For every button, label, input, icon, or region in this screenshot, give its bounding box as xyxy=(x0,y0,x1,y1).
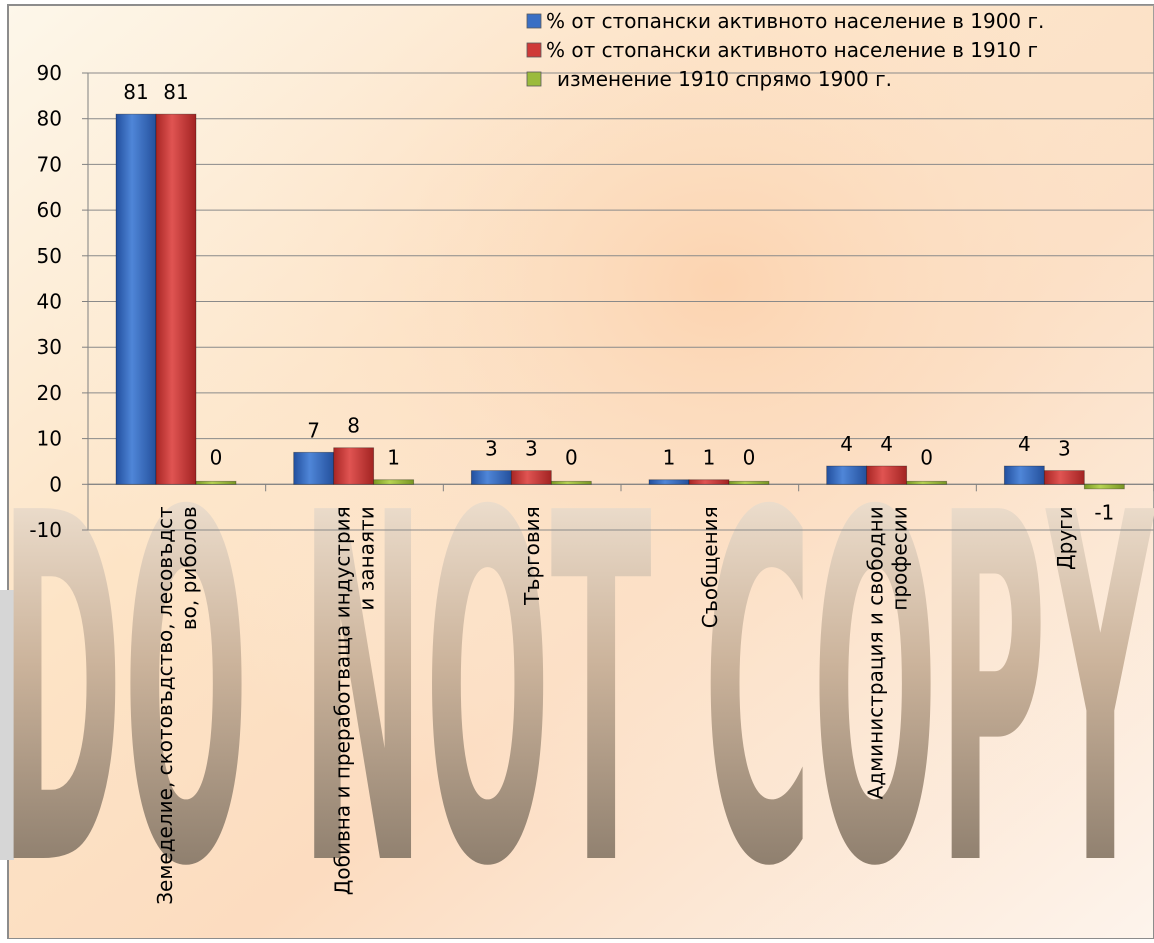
category-label-line: во, риболов xyxy=(177,506,201,630)
data-label-1-1: 81 xyxy=(123,80,148,104)
bar-3-4 xyxy=(728,480,770,485)
y-tick-label: 90 xyxy=(37,61,62,85)
y-tick-label: 70 xyxy=(37,152,62,176)
category-label-5: Администрация и свободни професии xyxy=(864,506,912,799)
category-label-3: Търговия xyxy=(520,506,544,606)
category-label-line: професии xyxy=(888,506,912,610)
bar-3-1 xyxy=(195,480,237,485)
legend-label-2: % от стопански активното население в 191… xyxy=(546,38,1038,62)
data-label-2-4: 1 xyxy=(703,446,716,470)
bar-3-5 xyxy=(906,480,948,485)
bar-3-6 xyxy=(1083,483,1125,490)
bar-2-6 xyxy=(1043,470,1085,485)
y-tick-label: -10 xyxy=(29,518,62,542)
data-label-1-2: 7 xyxy=(307,418,320,442)
bar-1-3 xyxy=(470,470,512,485)
category-label-line: Администрация и свободни xyxy=(864,506,888,799)
data-label-3-3: 0 xyxy=(565,445,578,469)
category-label-line: Съобщения xyxy=(698,506,722,628)
y-tick-label: 40 xyxy=(37,290,62,314)
data-label-3-4: 0 xyxy=(743,445,756,469)
data-label-1-5: 4 xyxy=(840,432,853,456)
data-label-2-5: 4 xyxy=(880,432,893,456)
legend-swatch-2 xyxy=(526,42,542,58)
category-label-1: Земеделие, скотовъдство, лесовъдст во, ри… xyxy=(153,506,201,905)
bar-1-4 xyxy=(648,479,690,485)
y-tick-label: 30 xyxy=(37,335,62,359)
category-label-line: Земеделие, скотовъдство, лесовъдст xyxy=(153,506,177,905)
data-label-2-2: 8 xyxy=(347,414,360,438)
category-label-line: Търговия xyxy=(520,506,544,606)
data-label-1-3: 3 xyxy=(485,437,498,461)
bar-3-2 xyxy=(373,479,415,485)
category-label-6: Други xyxy=(1053,506,1077,570)
bar-1-6 xyxy=(1003,465,1045,485)
y-tick-label: 60 xyxy=(37,198,62,222)
data-label-2-3: 3 xyxy=(525,437,538,461)
legend-label-3: изменение 1910 спрямо 1900 г. xyxy=(557,67,892,91)
bar-2-4 xyxy=(688,479,730,485)
legend-swatch-3 xyxy=(526,71,542,87)
bar-3-3 xyxy=(550,480,592,485)
bar-1-5 xyxy=(826,465,868,485)
watermark-text: DO NOT COPY xyxy=(0,413,1154,939)
bar-1-2 xyxy=(293,451,335,485)
y-tick-label: 80 xyxy=(37,107,62,131)
category-label-line: и занаяти xyxy=(355,506,379,610)
bar-2-1 xyxy=(155,113,197,485)
left-edge-strip xyxy=(0,590,14,860)
data-label-3-5: 0 xyxy=(920,445,933,469)
category-label-2: Добивна и преработваща индустрия и занаят… xyxy=(331,506,379,895)
y-tick-label: 10 xyxy=(37,427,62,451)
bar-2-2 xyxy=(333,447,375,485)
category-label-line: Други xyxy=(1053,506,1077,570)
data-label-3-6: -1 xyxy=(1094,500,1114,524)
bar-2-5 xyxy=(866,465,908,485)
bar-1-1 xyxy=(115,113,157,485)
data-label-2-6: 3 xyxy=(1058,437,1071,461)
category-label-4: Съобщения xyxy=(698,506,722,628)
y-tick-label: 0 xyxy=(49,472,62,496)
legend-swatch-1 xyxy=(526,13,542,29)
y-tick-label: 50 xyxy=(37,244,62,268)
data-label-3-2: 1 xyxy=(387,446,400,470)
plot-background-glow xyxy=(8,5,1154,939)
data-label-1-4: 1 xyxy=(663,446,676,470)
data-label-3-1: 0 xyxy=(210,445,223,469)
category-label-line: Добивна и преработваща индустрия xyxy=(331,506,355,895)
legend-label-1: % от стопански активното население в 190… xyxy=(546,9,1044,33)
data-label-2-1: 81 xyxy=(163,80,188,104)
data-label-1-6: 4 xyxy=(1018,432,1031,456)
bar-2-3 xyxy=(510,470,552,485)
y-tick-label: 20 xyxy=(37,381,62,405)
